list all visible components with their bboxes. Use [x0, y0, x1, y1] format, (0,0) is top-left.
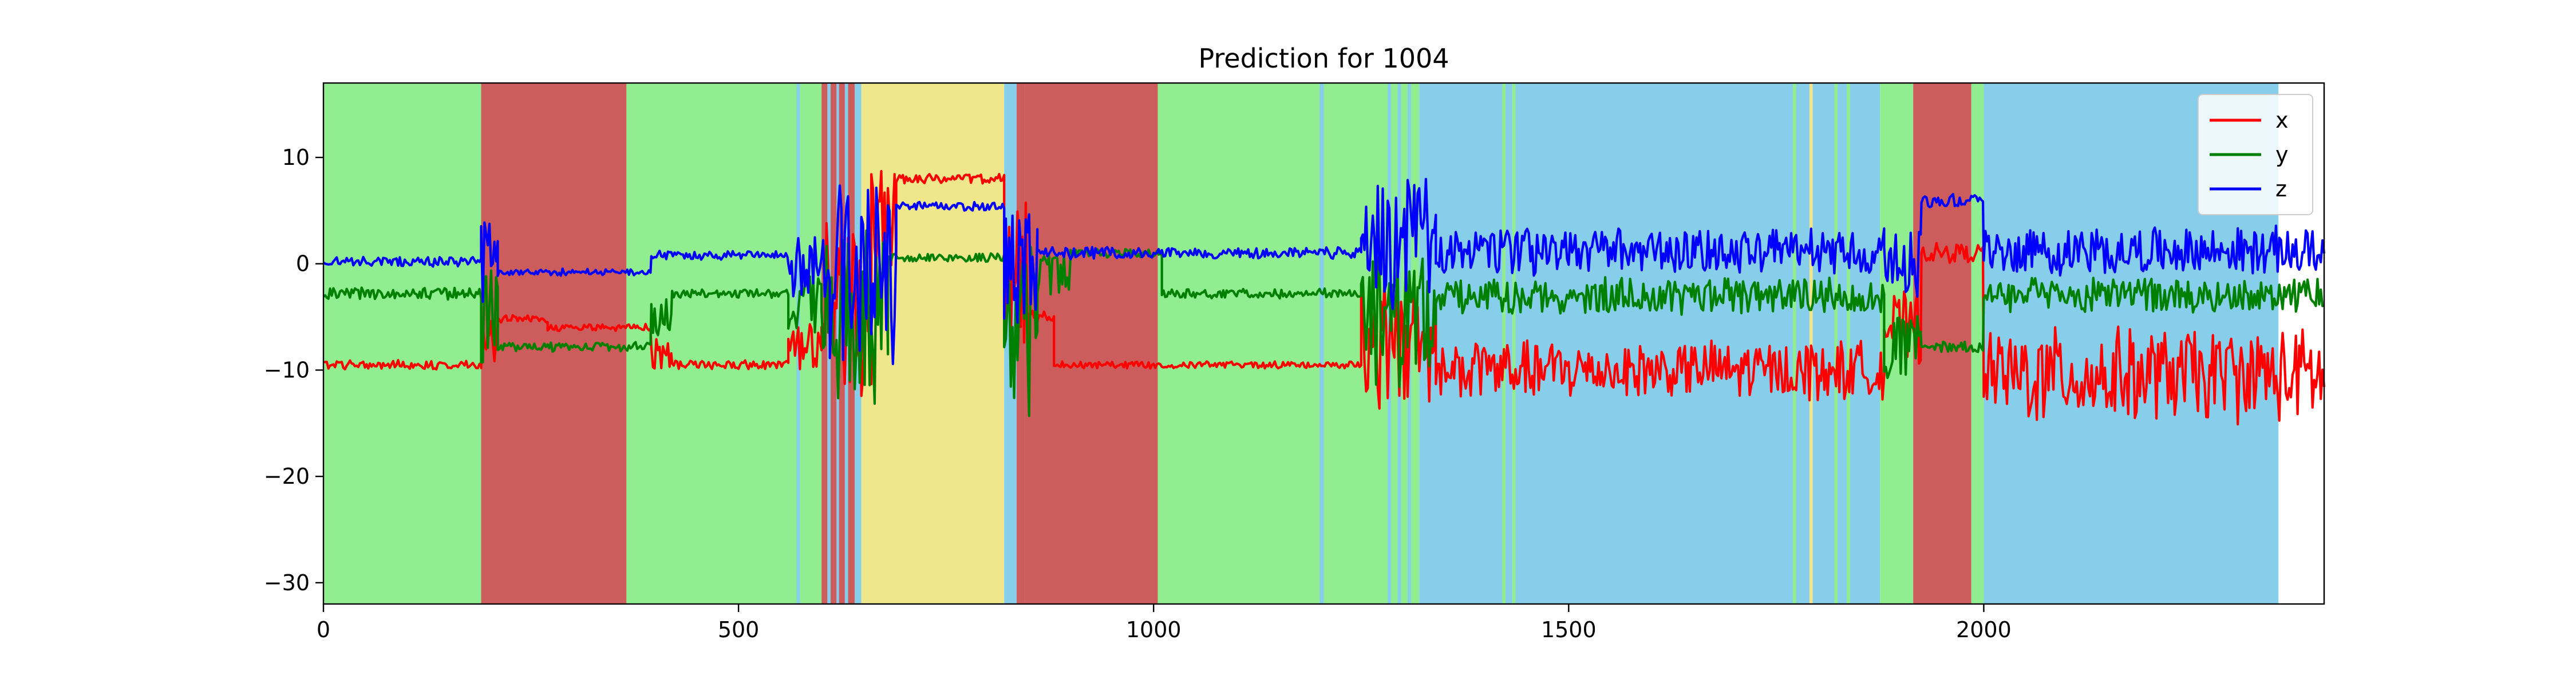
- series-line-x: [323, 169, 2326, 426]
- x-tick-label: 1000: [1126, 617, 1182, 642]
- x-tick-label: 2000: [1956, 617, 2012, 642]
- legend-label-y: y: [2275, 142, 2289, 167]
- x-tick-label: 500: [718, 617, 760, 642]
- background-region: [1319, 83, 1324, 604]
- background-region: [1419, 83, 1880, 604]
- background-region: [1847, 83, 1850, 604]
- background-region: [1025, 83, 1158, 604]
- legend: xyz: [2198, 94, 2313, 215]
- background-region: [1792, 83, 1796, 604]
- background-region: [1834, 83, 1838, 604]
- background-region: [481, 83, 627, 604]
- y-tick-label: 10: [282, 145, 310, 170]
- background-region: [1502, 83, 1506, 604]
- series-line-z: [322, 177, 2326, 365]
- legend-label-z: z: [2275, 176, 2287, 202]
- chart-title: Prediction for 1004: [1198, 43, 1449, 74]
- background-region: [1971, 83, 1984, 604]
- y-tick-label: −10: [264, 357, 310, 382]
- background-region: [1809, 83, 1813, 604]
- background-regions: [323, 83, 2279, 604]
- legend-label-x: x: [2275, 108, 2289, 133]
- series-lines: [322, 169, 2326, 426]
- x-tick-label: 1500: [1541, 617, 1597, 642]
- y-tick-label: 0: [296, 251, 310, 277]
- series-line-y: [322, 229, 2325, 417]
- y-tick-label: −30: [264, 570, 310, 595]
- y-tick-label: −20: [264, 464, 310, 489]
- x-axis-ticks: 0 500 1000 1500 2000: [317, 604, 2012, 642]
- y-axis-ticks: −30 −20 −10 0 10: [264, 145, 323, 595]
- plot-frame: [322, 82, 2325, 605]
- background-region: [1512, 83, 1516, 604]
- background-region: [861, 83, 1005, 604]
- x-tick-label: 0: [317, 617, 330, 642]
- background-region: [323, 83, 481, 604]
